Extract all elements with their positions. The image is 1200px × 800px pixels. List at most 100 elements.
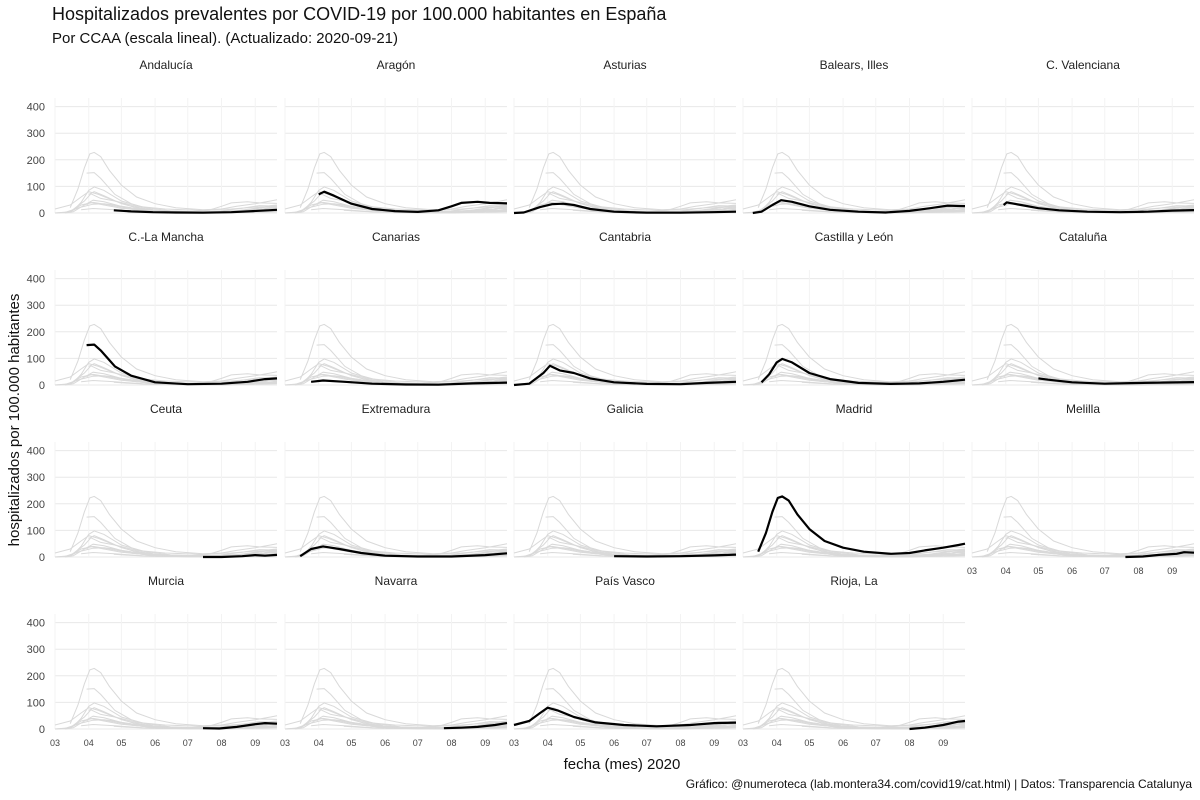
background-series-line [909,548,966,558]
background-series-line [69,151,278,211]
chart-title: Hospitalizados prevalentes por COVID-19 … [52,4,667,24]
x-tick-label: 05 [575,738,585,748]
background-series-line [901,206,966,213]
panel-navarra: Navarra 03 04 05 06 07 08 09 [280,574,508,748]
x-tick-label: 08 [675,738,685,748]
panel-strip-label: Madrid [836,402,873,416]
x-tick-label: 07 [642,738,652,748]
panel-strip-label: Navarra [375,574,418,588]
panel-cantabria: Cantabria [513,230,737,387]
background-series-line [54,363,278,383]
panel-strip-label: Castilla y León [815,230,894,244]
background-series-line [513,191,737,211]
x-tick-label: 03 [509,738,519,748]
panel-strip-label: Galicia [607,402,644,416]
y-tick-label: 200 [27,671,45,683]
y-tick-label: 0 [39,208,45,220]
background-series-line [986,151,1195,211]
panel-aragón: Aragón [284,58,508,214]
background-series-line [54,707,278,727]
panel-strip-label: C. Valenciana [1046,58,1120,72]
y-tick-label: 0 [39,724,45,736]
panel-extremadura: Extremadura [284,402,508,558]
chart-caption: Gráfico: @numeroteca (lab.montera34.com/… [685,777,1192,791]
panel-strip-label: Melilla [1066,402,1100,416]
panel-strip-label: Ceuta [150,402,182,416]
x-tick-label: 06 [1067,566,1077,576]
y-tick-label: 0 [39,380,45,392]
background-series-line [69,667,278,727]
x-tick-label: 07 [183,738,193,748]
highlight-series-line [318,190,508,213]
x-tick-label: 09 [938,738,948,748]
background-series-line [443,206,508,213]
highlight-series-line [513,364,737,387]
panel-madrid: Madrid [742,402,966,558]
background-series-line [757,323,966,383]
background-series-line [680,720,737,730]
highlight-series-line [203,553,278,559]
highlight-series-line [1002,201,1195,214]
background-series-line [528,495,737,555]
background-series-line [69,323,278,383]
x-tick-label: 05 [116,738,126,748]
background-series-line [1138,376,1195,386]
background-series-line [284,191,508,211]
highlight-series-line [752,199,966,215]
panel-strip-label: Aragón [377,58,416,72]
background-series-line [528,323,737,383]
panel-balears-illes: Balears, Illes [742,58,966,215]
background-series-line [986,323,1195,383]
background-series-line [986,495,1195,555]
y-tick-label: 100 [27,525,45,537]
panel-strip-label: País Vasco [595,574,655,588]
x-tick-label: 03 [50,738,60,748]
panel-strip-label: Rioja, La [830,574,878,588]
highlight-series-line [86,343,278,386]
x-tick-label: 05 [1033,566,1043,576]
background-series-line [284,707,508,727]
y-tick-label: 0 [39,552,45,564]
x-tick-label: 09 [250,738,260,748]
background-series-line [54,535,278,555]
panel-andalucía: Andalucía 0 100 200 300 400 [27,58,278,220]
x-tick-label: 08 [1133,566,1143,576]
y-tick-label: 200 [27,499,45,511]
x-tick-label: 09 [480,738,490,748]
panel-strip-label: Andalucía [139,58,193,72]
panels-group: Andalucía 0 100 200 300 400 Aragón Asturias Bale… [27,58,1195,748]
y-tick-label: 400 [27,274,45,286]
panel-strip-label: Balears, Illes [820,58,889,72]
highlight-series-line [760,357,966,385]
background-series-line [69,495,278,555]
panel-melilla: Melilla 03 04 05 06 07 08 09 [967,402,1195,576]
x-tick-label: 05 [804,738,814,748]
y-tick-label: 100 [27,697,45,709]
x-tick-label: 04 [772,738,782,748]
background-series-line [901,550,966,557]
panel-strip-label: Cantabria [599,230,651,244]
background-series-line [284,535,508,555]
panel-strip-label: Murcia [148,574,184,588]
x-tick-label: 04 [1001,566,1011,576]
panel-rioja-la: Rioja, La 03 04 05 06 07 08 09 [738,574,966,748]
x-tick-label: 06 [150,738,160,748]
background-series-line [513,535,737,555]
x-tick-label: 03 [738,738,748,748]
background-series-line [284,363,508,383]
background-series-line [299,323,508,383]
x-tick-label: 07 [1100,566,1110,576]
x-tick-label: 09 [709,738,719,748]
x-tick-label: 06 [380,738,390,748]
x-tick-label: 07 [871,738,881,748]
chart-subtitle: Por CCAA (escala lineal). (Actualizado: … [52,30,399,47]
x-tick-label: 08 [216,738,226,748]
panel-strip-label: C.-La Mancha [128,230,204,244]
highlight-series-line [757,495,966,555]
background-series-line [742,707,966,727]
x-tick-label: 08 [446,738,456,748]
x-tick-label: 03 [280,738,290,748]
y-tick-label: 300 [27,644,45,656]
x-tick-label: 06 [609,738,619,748]
